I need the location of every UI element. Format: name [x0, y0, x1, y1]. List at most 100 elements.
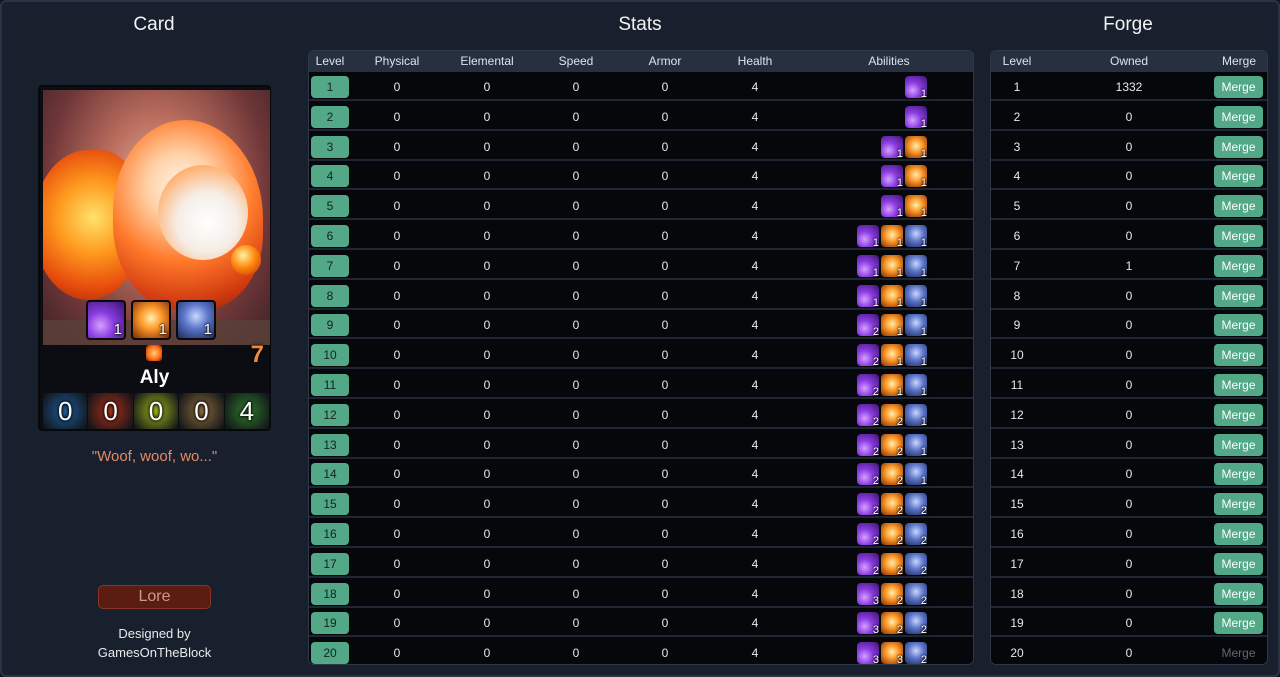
blue-portrait-icon[interactable]: 1: [905, 314, 927, 338]
purple-slash-icon[interactable]: 1: [857, 225, 879, 249]
blue-portrait-icon[interactable]: 2: [905, 642, 927, 664]
fire-burst-icon[interactable]: 1: [881, 225, 903, 249]
purple-slash-icon[interactable]: 1: [857, 284, 879, 309]
level-button[interactable]: 20: [311, 642, 349, 664]
lore-button[interactable]: Lore: [98, 585, 211, 609]
ability-level: 2: [920, 505, 927, 518]
purple-slash-icon[interactable]: 2: [857, 314, 879, 338]
merge-button[interactable]: Merge: [1214, 105, 1263, 128]
purple-slash-icon[interactable]: 2: [857, 403, 879, 428]
purple-slash-icon[interactable]: 1: [881, 135, 903, 160]
level-button[interactable]: 2: [311, 105, 349, 128]
merge-button[interactable]: Merge: [1214, 403, 1263, 426]
fire-burst-icon[interactable]: 2: [881, 493, 903, 517]
merge-button[interactable]: Merge: [1214, 433, 1263, 456]
fire-burst-icon[interactable]: 1: [881, 374, 903, 398]
level-button[interactable]: 15: [311, 493, 349, 516]
level-button[interactable]: 7: [311, 254, 349, 277]
level-button[interactable]: 18: [311, 582, 349, 605]
blue-portrait-icon[interactable]: 2: [905, 523, 927, 547]
fire-burst-icon[interactable]: 1: [905, 135, 927, 160]
level-button[interactable]: 8: [311, 284, 349, 307]
blue-portrait-icon[interactable]: 1: [905, 225, 927, 249]
level-button[interactable]: 14: [311, 463, 349, 486]
level-button[interactable]: 10: [311, 344, 349, 367]
blue-portrait-icon[interactable]: 1: [905, 374, 927, 398]
merge-button[interactable]: Merge: [1214, 552, 1263, 575]
purple-slash-icon[interactable]: 1: [86, 300, 126, 340]
ability-level: 1: [203, 321, 212, 338]
blue-portrait-icon[interactable]: 1: [905, 284, 927, 309]
blue-portrait-icon[interactable]: 2: [905, 582, 927, 607]
level-button[interactable]: 4: [311, 165, 349, 188]
merge-button[interactable]: Merge: [1214, 374, 1263, 396]
purple-slash-icon[interactable]: 3: [857, 612, 879, 636]
blue-portrait-icon[interactable]: 2: [905, 552, 927, 577]
purple-slash-icon[interactable]: 2: [857, 493, 879, 517]
fire-burst-icon[interactable]: 1: [881, 344, 903, 368]
purple-slash-icon[interactable]: 1: [881, 195, 903, 219]
merge-button[interactable]: Merge: [1214, 135, 1263, 158]
blue-portrait-icon[interactable]: 1: [905, 344, 927, 368]
blue-portrait-icon[interactable]: 1: [905, 463, 927, 487]
merge-button[interactable]: Merge: [1214, 582, 1263, 605]
merge-button[interactable]: Merge: [1214, 254, 1263, 277]
fire-burst-icon[interactable]: 2: [881, 433, 903, 458]
level-button[interactable]: 13: [311, 433, 349, 456]
purple-slash-icon[interactable]: 1: [857, 254, 879, 279]
merge-button[interactable]: Merge: [1214, 284, 1263, 307]
level-button[interactable]: 5: [311, 195, 349, 218]
purple-slash-icon[interactable]: 2: [857, 552, 879, 577]
merge-button[interactable]: Merge: [1214, 165, 1263, 188]
purple-slash-icon[interactable]: 1: [881, 165, 903, 189]
merge-button[interactable]: Merge: [1214, 314, 1263, 337]
purple-slash-icon[interactable]: 2: [857, 433, 879, 458]
blue-portrait-icon[interactable]: 2: [905, 493, 927, 518]
merge-button[interactable]: Merge: [1214, 195, 1263, 218]
merge-button[interactable]: Merge: [1214, 76, 1263, 98]
merge-button[interactable]: Merge: [1214, 344, 1263, 367]
merge-button[interactable]: Merge: [1214, 463, 1263, 486]
blue-portrait-icon[interactable]: 1: [176, 300, 216, 340]
merge-button[interactable]: Merge: [1214, 523, 1263, 545]
level-button[interactable]: 6: [311, 225, 349, 247]
level-button[interactable]: 19: [311, 612, 349, 635]
level-button[interactable]: 11: [311, 374, 349, 396]
stats-row: 9 0 0 0 0 4 2 1 1: [309, 311, 973, 340]
blue-portrait-icon[interactable]: 2: [905, 612, 927, 636]
fire-burst-icon[interactable]: 2: [881, 612, 903, 636]
fire-burst-icon[interactable]: 2: [881, 403, 903, 428]
fire-burst-icon[interactable]: 2: [881, 552, 903, 577]
fire-burst-icon[interactable]: 1: [881, 284, 903, 309]
fire-burst-icon[interactable]: 2: [881, 582, 903, 607]
fire-burst-icon[interactable]: 1: [131, 300, 171, 340]
level-button[interactable]: 9: [311, 314, 349, 337]
level-button[interactable]: 16: [311, 523, 349, 545]
fire-burst-icon[interactable]: 2: [881, 523, 903, 547]
level-button[interactable]: 1: [311, 76, 349, 98]
fire-burst-icon[interactable]: 3: [881, 642, 903, 664]
merge-button[interactable]: Merge: [1214, 493, 1263, 516]
blue-portrait-icon[interactable]: 1: [905, 403, 927, 428]
level-button[interactable]: 17: [311, 552, 349, 575]
purple-slash-icon[interactable]: 2: [857, 344, 879, 368]
purple-slash-icon[interactable]: 2: [857, 523, 879, 547]
blue-portrait-icon[interactable]: 1: [905, 254, 927, 279]
purple-slash-icon[interactable]: 3: [857, 582, 879, 607]
cell-speed: 0: [572, 497, 580, 512]
fire-burst-icon[interactable]: 1: [905, 195, 927, 219]
fire-burst-icon[interactable]: 2: [881, 463, 903, 487]
merge-button[interactable]: Merge: [1214, 225, 1263, 247]
fire-burst-icon[interactable]: 1: [881, 254, 903, 279]
blue-portrait-icon[interactable]: 1: [905, 433, 927, 458]
fire-burst-icon[interactable]: 1: [881, 314, 903, 338]
purple-slash-icon[interactable]: 1: [905, 105, 927, 130]
merge-button[interactable]: Merge: [1214, 612, 1263, 635]
purple-slash-icon[interactable]: 2: [857, 463, 879, 487]
level-button[interactable]: 3: [311, 135, 349, 158]
purple-slash-icon[interactable]: 3: [857, 642, 879, 664]
level-button[interactable]: 12: [311, 403, 349, 426]
purple-slash-icon[interactable]: 2: [857, 374, 879, 398]
fire-burst-icon[interactable]: 1: [905, 165, 927, 189]
purple-slash-icon[interactable]: 1: [905, 76, 927, 100]
